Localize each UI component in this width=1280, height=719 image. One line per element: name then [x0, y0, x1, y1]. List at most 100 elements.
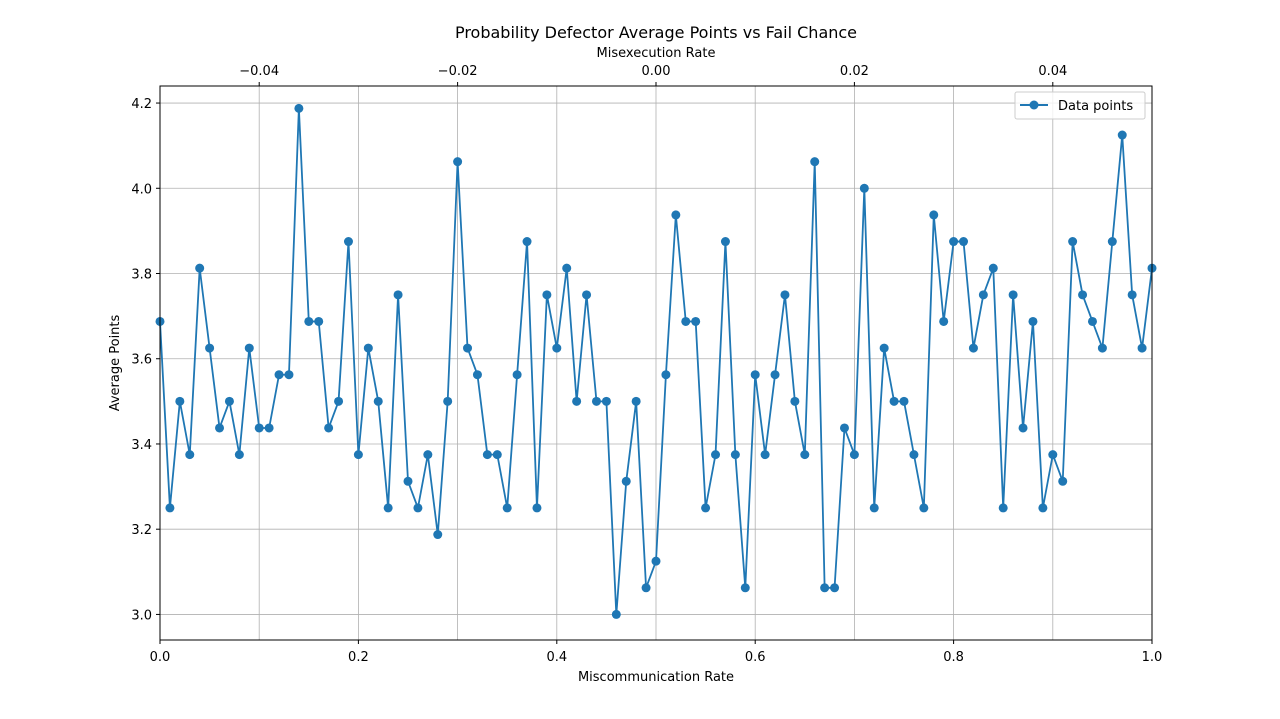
data-point [343, 237, 353, 247]
data-point [304, 316, 314, 326]
legend-box [1014, 91, 1146, 120]
data-point [820, 583, 830, 593]
data-point [671, 210, 681, 220]
data-point [849, 450, 859, 460]
data-point [830, 583, 840, 593]
x-tick-label: 1.0 [1142, 650, 1163, 665]
data-point [1068, 237, 1078, 247]
data-point [562, 263, 572, 273]
y-tick-label: 4.0 [131, 182, 152, 197]
secondary-x-tick-label: −0.02 [438, 64, 478, 79]
data-point [195, 263, 205, 273]
data-point [502, 503, 512, 513]
data-point [393, 290, 403, 300]
data-point [224, 396, 234, 406]
data-point [631, 396, 641, 406]
data-point [859, 183, 869, 193]
data-point [959, 237, 969, 247]
x-tick-label: 0.2 [348, 650, 369, 665]
data-point [512, 370, 522, 380]
x-tick-label: 0.8 [943, 650, 964, 665]
data-point [939, 316, 949, 326]
data-point [929, 210, 939, 220]
y-tick-label: 3.8 [131, 268, 152, 283]
data-point [1048, 450, 1058, 460]
data-point [740, 583, 750, 593]
data-point [373, 396, 383, 406]
data-point [472, 370, 482, 380]
data-point [1107, 237, 1117, 247]
y-tick-label: 4.2 [131, 97, 152, 112]
legend: Data points [1014, 91, 1146, 120]
data-point [701, 503, 711, 513]
data-point [1127, 290, 1137, 300]
data-point [175, 396, 185, 406]
data-point [284, 370, 294, 380]
data-point [324, 423, 334, 433]
data-point [234, 450, 244, 460]
secondary-x-tick-label: −0.04 [239, 64, 279, 79]
secondary-x-tick-label: 0.02 [840, 64, 869, 79]
data-point [651, 556, 661, 566]
data-point [552, 343, 562, 353]
data-point [711, 450, 721, 460]
data-point [1008, 290, 1018, 300]
data-point [205, 343, 215, 353]
data-point [274, 370, 284, 380]
secondary-x-tick-label: 0.04 [1038, 64, 1067, 79]
data-point [691, 316, 701, 326]
data-point [879, 343, 889, 353]
data-point [522, 237, 532, 247]
data-point [353, 450, 363, 460]
chart-title: Probability Defector Average Points vs F… [455, 23, 857, 42]
data-point [244, 343, 254, 353]
data-point [572, 396, 582, 406]
data-point [433, 530, 443, 540]
data-point [215, 423, 225, 433]
data-point [839, 423, 849, 433]
data-point [621, 476, 631, 486]
data-point [1137, 343, 1147, 353]
y-axis-ticks: 3.0 3.2 3.4 3.6 3.8 4.0 4.2 [131, 97, 160, 623]
data-point [780, 290, 790, 300]
data-point [1097, 343, 1107, 353]
data-point [582, 290, 592, 300]
data-point [1018, 423, 1028, 433]
secondary-x-axis-ticks: −0.04 −0.02 0.00 0.02 0.04 [239, 64, 1067, 86]
data-point [968, 343, 978, 353]
y-tick-label: 3.0 [131, 608, 152, 623]
data-point [1117, 130, 1127, 140]
data-point [413, 503, 423, 513]
legend-entry-label: Data points [1058, 99, 1133, 114]
data-point [978, 290, 988, 300]
x-axis-ticks: 0.0 0.2 0.4 0.6 0.8 1.0 [150, 640, 1163, 665]
legend-marker-swatch [1029, 100, 1039, 110]
y-axis-label: Average Points [108, 314, 123, 411]
data-point [314, 316, 324, 326]
data-point [601, 396, 611, 406]
data-point [760, 450, 770, 460]
data-point [264, 423, 274, 433]
data-point [720, 237, 730, 247]
data-point [899, 396, 909, 406]
data-point [730, 450, 740, 460]
data-point [1087, 316, 1097, 326]
secondary-x-tick-label: 0.00 [642, 64, 671, 79]
data-point [1078, 290, 1088, 300]
data-point [254, 423, 264, 433]
data-point [492, 450, 502, 460]
data-point [403, 476, 413, 486]
x-tick-label: 0.4 [546, 650, 567, 665]
y-tick-label: 3.4 [131, 438, 152, 453]
data-point [1058, 476, 1068, 486]
secondary-x-axis-label: Misexecution Rate [597, 46, 716, 61]
data-point [770, 370, 780, 380]
data-point [800, 450, 810, 460]
data-point [810, 157, 820, 167]
data-point [443, 396, 453, 406]
data-point [1038, 503, 1048, 513]
data-point [750, 370, 760, 380]
data-point [165, 503, 175, 513]
data-point [661, 370, 671, 380]
data-point [641, 583, 651, 593]
